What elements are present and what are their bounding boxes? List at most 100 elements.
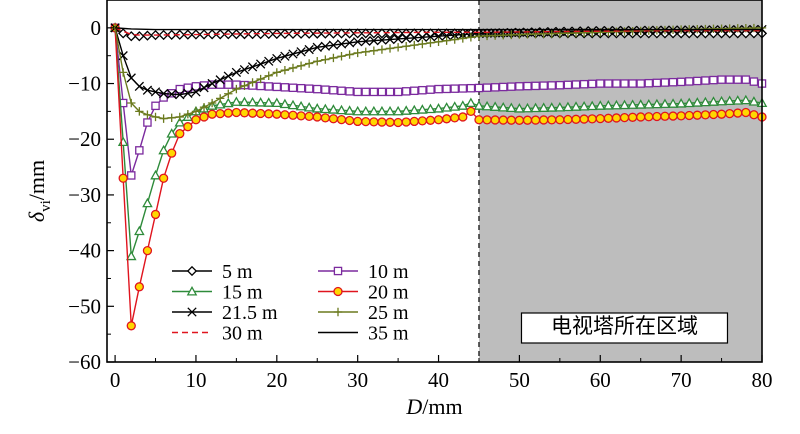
- x-marker: [215, 75, 225, 85]
- plus-marker: [167, 113, 176, 122]
- triangle-marker: [546, 102, 558, 112]
- square-marker: [442, 84, 451, 94]
- x-marker: [255, 59, 266, 69]
- axis-ticks: 0 10 20 30 40 50 60 70 80 0 −10 −20 −30 −40 −50 −60: [68, 16, 772, 392]
- plus-marker: [345, 50, 354, 59]
- triangle-marker: [497, 101, 509, 112]
- circle-marker: [320, 113, 330, 123]
- circle-marker: [514, 115, 525, 125]
- plus-marker: [555, 29, 565, 38]
- square-marker: [353, 87, 362, 97]
- square-marker: [127, 171, 136, 180]
- x-marker: [223, 71, 233, 81]
- circle-marker: [255, 108, 266, 119]
- legend-label: 35 m: [368, 323, 409, 345]
- square-marker: [418, 85, 427, 95]
- square-marker: [490, 83, 500, 92]
- triangle-marker: [554, 101, 566, 112]
- circle-marker: [401, 117, 411, 127]
- plus-marker: [434, 37, 443, 46]
- series-10-m: [110, 23, 767, 180]
- triangle-marker: [619, 99, 630, 110]
- legend-label: 20 m: [368, 282, 409, 304]
- triangle-marker: [125, 250, 137, 261]
- series-25-m: [110, 23, 767, 123]
- circle-marker: [215, 108, 225, 119]
- legend-label: 10 m: [368, 261, 409, 283]
- circle-marker: [716, 109, 727, 119]
- circle-marker: [652, 111, 662, 122]
- circle-marker: [741, 107, 751, 118]
- circle-marker: [684, 110, 694, 121]
- x-marker: [231, 67, 242, 78]
- plus-marker: [377, 45, 387, 54]
- plus-marker: [547, 29, 556, 38]
- plus-marker: [207, 98, 217, 108]
- circle-marker: [466, 106, 476, 117]
- circle-marker: [539, 115, 549, 125]
- triangle-marker: [384, 105, 396, 116]
- square-marker: [579, 79, 589, 89]
- circle-marker: [409, 116, 419, 127]
- circle-marker: [272, 109, 282, 119]
- x-marker: [353, 37, 363, 47]
- triangle-marker: [271, 97, 283, 108]
- square-marker: [401, 87, 411, 96]
- square-marker: [676, 77, 686, 87]
- triangle-marker: [295, 100, 307, 111]
- circle-marker: [150, 209, 161, 220]
- circle-marker: [644, 112, 654, 122]
- circle-marker: [474, 115, 484, 125]
- y-axis-subscript: vi: [38, 200, 54, 212]
- square-marker: [369, 87, 379, 97]
- y-tick-label: −10: [68, 72, 101, 96]
- square-marker: [434, 84, 443, 94]
- triangle-marker: [594, 100, 606, 110]
- plus-marker: [401, 42, 411, 51]
- diamond-marker: [336, 28, 347, 39]
- square-marker: [498, 82, 508, 92]
- triangle-marker: [562, 101, 574, 112]
- series-35-m: [115, 27, 762, 31]
- plus-marker: [232, 84, 241, 94]
- circle-marker: [134, 282, 144, 292]
- plus-marker: [369, 46, 379, 55]
- y-axis-symbol: δ: [24, 211, 49, 222]
- plus-marker: [393, 43, 403, 52]
- plus-marker: [288, 63, 298, 73]
- square-marker: [628, 79, 637, 88]
- triangle-marker: [303, 101, 315, 112]
- plus-marker: [264, 71, 273, 80]
- plus-marker: [466, 33, 476, 42]
- x-tick-label: 60: [590, 368, 611, 392]
- circle-marker: [377, 117, 387, 127]
- legend-label: 30 m: [222, 323, 263, 345]
- square-marker: [272, 82, 282, 92]
- series-line: [114, 27, 763, 257]
- circle-marker: [482, 115, 492, 125]
- triangle-marker: [400, 105, 412, 115]
- x-marker: [280, 51, 290, 61]
- plus-marker: [118, 68, 128, 77]
- square-marker: [668, 77, 678, 87]
- x-marker: [199, 83, 209, 93]
- plus-marker: [183, 109, 193, 119]
- circle-marker: [700, 110, 711, 120]
- square-marker: [288, 83, 298, 93]
- circle-marker: [296, 111, 306, 121]
- y-axis-title: δvi/mm: [24, 160, 54, 222]
- plus-marker: [353, 48, 362, 58]
- x-axis-title: D/mm: [405, 394, 462, 419]
- square-marker: [531, 81, 540, 91]
- square-marker: [450, 84, 459, 93]
- diamond-marker: [247, 29, 258, 40]
- circle-marker: [619, 112, 630, 123]
- series-layer: [109, 22, 768, 331]
- plus-marker: [499, 30, 508, 40]
- diamond-marker: [174, 29, 185, 40]
- triangle-marker: [611, 99, 622, 110]
- square-marker: [135, 146, 144, 155]
- x-marker: [377, 35, 387, 45]
- triangle-marker: [530, 102, 541, 113]
- x-marker: [207, 78, 217, 89]
